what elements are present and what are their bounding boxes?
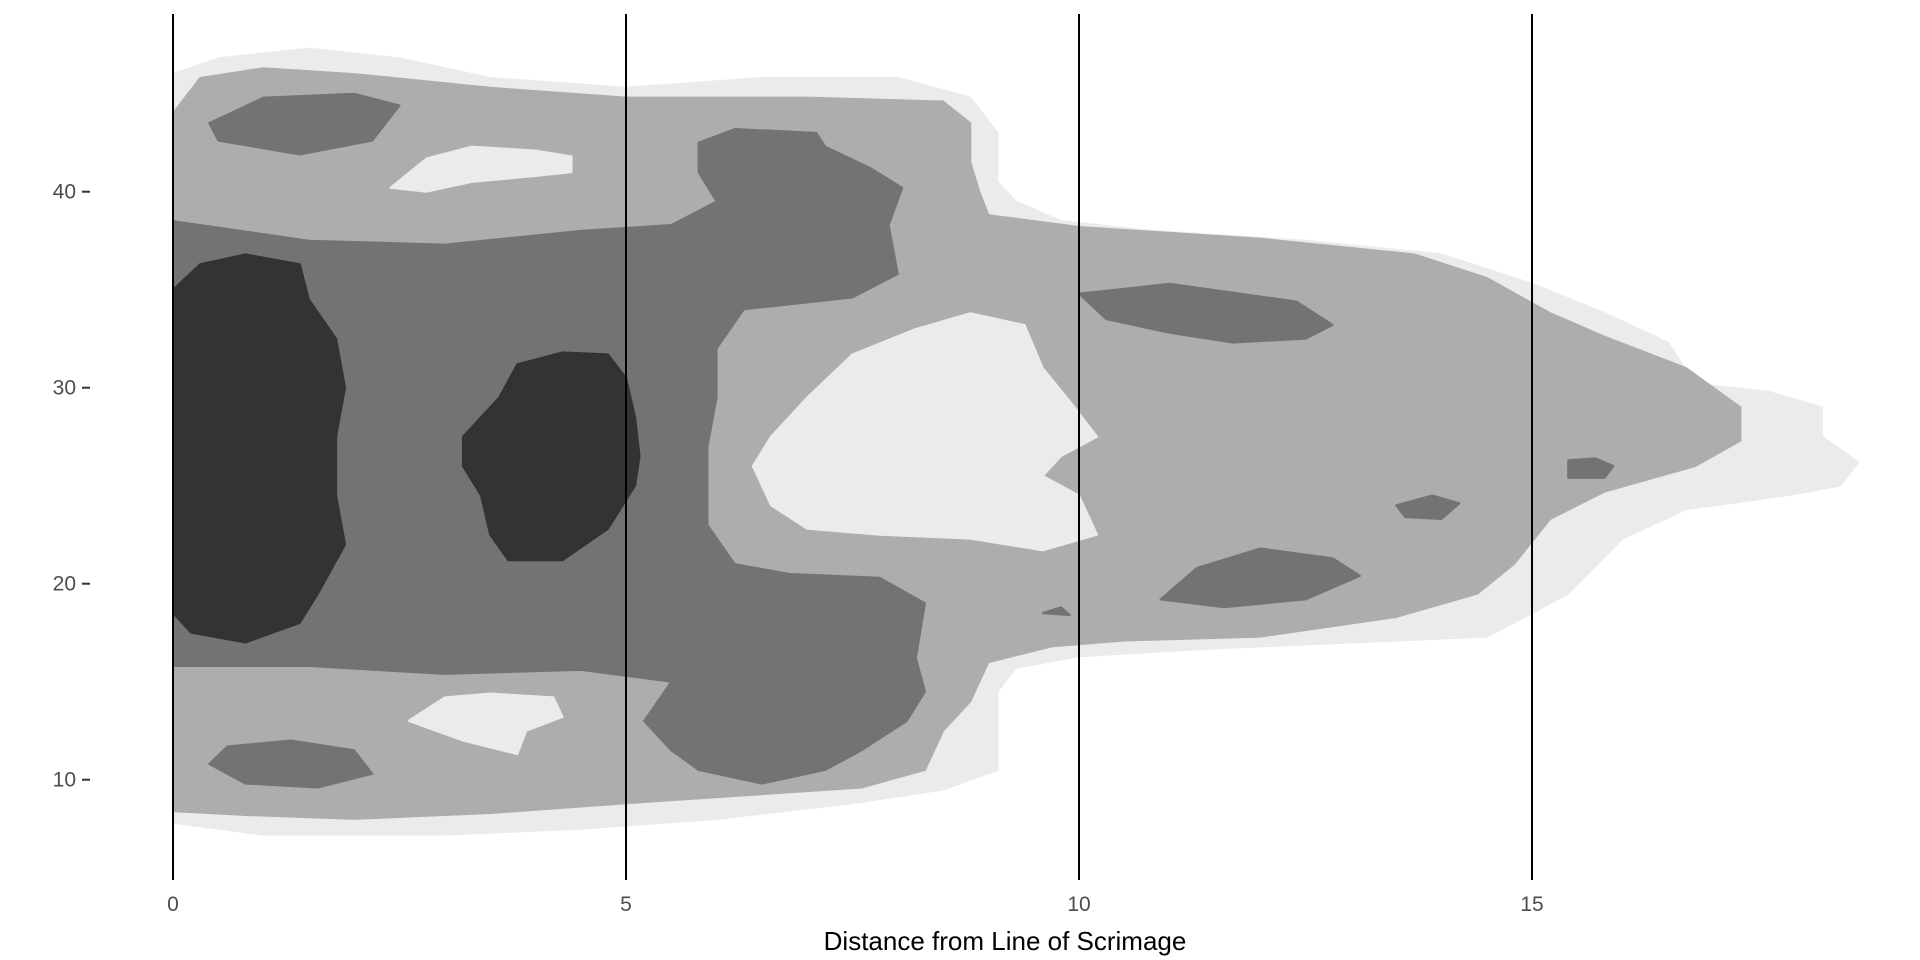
x-tick-label-5: 5 [620, 893, 632, 916]
contour-region-level-3-2 [208, 739, 374, 789]
contour-region-level-4-0 [172, 253, 347, 644]
contour-region-level-0-2 [407, 692, 564, 756]
y-tick-label-40: 40 [53, 181, 76, 204]
contour-region-level-3-3 [1078, 282, 1334, 344]
contour-region-level-0-1 [751, 312, 1099, 552]
x-tick-label-10: 10 [1067, 893, 1090, 916]
contour-region-level-3-1 [208, 92, 401, 156]
y-tick-label-30: 30 [53, 377, 76, 400]
x-axis-title: Distance from Line of Scrimage [824, 926, 1187, 956]
contour-region-level-3-5 [1041, 606, 1071, 617]
y-axis: 10 20 30 40 [53, 181, 90, 792]
contour-layers [172, 47, 1860, 836]
contour-region-level-3-4 [1159, 547, 1361, 609]
x-axis: 0 5 10 15 [167, 893, 1544, 916]
y-tick-label-10: 10 [53, 769, 76, 792]
x-tick-label-15: 15 [1520, 893, 1543, 916]
yard-lines [172, 14, 1533, 880]
contour-region-level-4-1 [461, 351, 641, 562]
contour-region-level-3-7 [1567, 457, 1615, 479]
contour-region-level-3-6 [1395, 494, 1461, 520]
contour-region-level-0-0 [389, 145, 573, 193]
y-tick-label-20: 20 [53, 573, 76, 596]
x-tick-label-0: 0 [167, 893, 179, 916]
